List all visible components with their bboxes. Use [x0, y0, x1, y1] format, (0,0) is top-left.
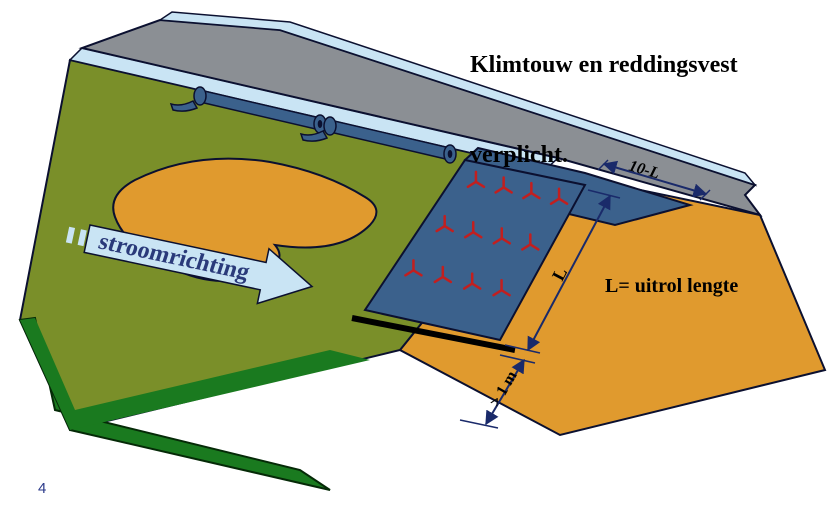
page-number: 4	[38, 480, 46, 497]
uitrol-label: L= uitrol lengte	[605, 275, 738, 297]
title-line1: Klimtouw en reddingsvest	[470, 52, 738, 78]
diagram-stage: stroomrichting L 10-L > 1 m L= uitrol le…	[0, 0, 840, 515]
title-line2: verplicht.	[470, 142, 568, 168]
title-text: Klimtouw en reddingsvest verplicht.	[470, 20, 738, 170]
